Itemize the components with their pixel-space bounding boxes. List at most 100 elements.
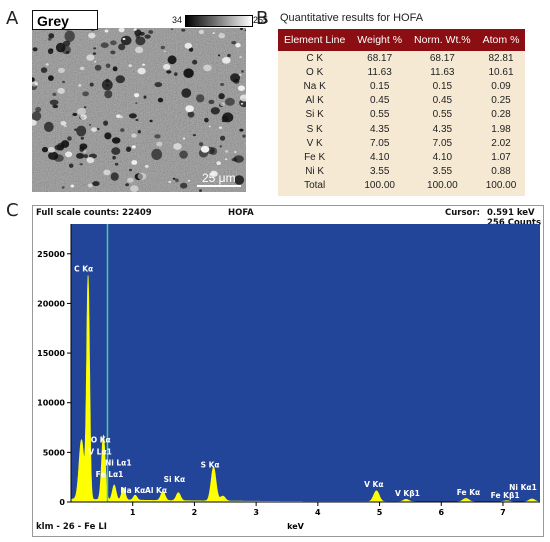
table-row: Al K 0.45 0.45 0.25	[278, 94, 525, 108]
greyscale-bar	[185, 15, 253, 27]
table-cell: 82.81	[488, 52, 514, 64]
x-tick-label: 7	[500, 508, 506, 517]
table-cell: 0.25	[491, 95, 511, 107]
table-cell: Na K	[303, 80, 326, 92]
table-cell: 100.00	[427, 180, 458, 192]
table-cell: Al K	[305, 95, 324, 107]
table-row: O K 11.63 11.63 10.61	[278, 65, 525, 79]
greyscale-max: 255	[253, 15, 269, 25]
table-row: Na K 0.15 0.15 0.09	[278, 79, 525, 93]
table-cell: 0.15	[369, 80, 390, 92]
x-axis-title: keV	[287, 522, 305, 531]
full-scale-counts: Full scale counts: 22409	[36, 208, 152, 218]
panel-letter-a: A	[6, 8, 19, 29]
table-cell: 4.35	[432, 123, 453, 135]
spectrum-chart: 0 5000 10000 15000 20000 25000 1 2 3 4 5 6 7 keV C Kα O…	[37, 224, 541, 531]
table-row: C K 68.17 68.17 82.81	[278, 51, 525, 65]
peak-label: C Kα	[74, 265, 93, 274]
table-row: Ni K 3.55 3.55 0.88	[278, 165, 525, 179]
table-cell: 0.15	[432, 80, 453, 92]
x-tick-label: 5	[377, 508, 383, 517]
table-cell: S K	[306, 123, 323, 135]
table-cell: 0.45	[369, 95, 390, 107]
table-cell: 4.10	[432, 151, 453, 163]
x-tick-label: 3	[253, 508, 259, 517]
y-tick-label: 25000	[37, 250, 65, 259]
table-cell: 10.61	[488, 66, 514, 78]
peak-label: V Kα	[364, 480, 383, 489]
col-header: Norm. Wt.%	[408, 29, 477, 51]
plot-area	[71, 224, 540, 502]
table-cell: 7.05	[432, 137, 453, 149]
col-header: Atom %	[476, 29, 526, 51]
peak-label: V Lα1	[88, 447, 112, 456]
col-header: Weight %	[351, 29, 409, 51]
x-tick-label: 4	[315, 508, 321, 517]
peak-label: Fe Kα	[457, 488, 480, 497]
cursor-value: 0.591 keV	[487, 208, 535, 218]
table-row: V K 7.05 7.05 2.02	[278, 136, 525, 150]
table-cell: Si K	[305, 109, 324, 121]
x-tick-label: 2	[192, 508, 198, 517]
panel-letter-b: B	[256, 8, 269, 29]
sem-panel: Grey 34 255 25 μm	[32, 10, 268, 192]
table-cell: Fe K	[304, 151, 326, 163]
x-tick-label: 1	[130, 508, 136, 517]
table-cell: 68.17	[429, 52, 455, 64]
table-cell: 4.10	[369, 151, 390, 163]
table-cell: 68.17	[367, 52, 393, 64]
sample-name: HOFA	[228, 208, 254, 218]
y-tick-label: 0	[59, 498, 65, 507]
cursor-label: Cursor:	[445, 208, 480, 218]
peak-label: S Kα	[201, 460, 220, 469]
table-cell: 100.00	[485, 180, 517, 192]
footer-label: klm - 26 - Fe LI	[36, 522, 107, 532]
table-cell: 100.00	[364, 180, 395, 192]
table-cell: 11.63	[430, 66, 455, 78]
peak-label: Al Kα	[145, 486, 167, 495]
table-cell: 0.55	[369, 109, 390, 121]
table-cell: Ni K	[305, 166, 325, 178]
peak-label: Na Kα	[120, 486, 145, 495]
cursor-counts: 256 Counts	[487, 218, 542, 228]
greyscale-min: 34	[172, 15, 183, 25]
sem-micrograph	[32, 28, 246, 192]
col-header: Element Line	[278, 29, 352, 51]
table-cell: O K	[306, 66, 324, 78]
table-cell: 3.55	[369, 166, 390, 178]
y-tick-label: 20000	[37, 299, 65, 308]
table-cell: 0.88	[491, 166, 511, 178]
table-row: S K 4.35 4.35 1.98	[278, 122, 525, 136]
peak-label: O Kα	[91, 435, 111, 444]
table-cell: V K	[306, 137, 323, 149]
peak-label: Si Kα	[164, 475, 186, 484]
table-cell: 7.05	[369, 137, 390, 149]
grey-label: Grey	[32, 10, 98, 30]
peak-label: Ni Kα1	[509, 483, 537, 492]
peak-label: Fe Kβ1	[491, 491, 520, 500]
table-cell: 2.02	[491, 137, 511, 149]
table-cell: 1.07	[491, 151, 511, 163]
table-row: Si K 0.55 0.55 0.28	[278, 108, 525, 122]
table-cell: 4.35	[369, 123, 390, 135]
y-tick-label: 5000	[43, 448, 66, 457]
results-title: Quantitative results for HOFA	[280, 12, 424, 24]
y-tick-label: 10000	[37, 399, 65, 408]
table-cell: C K	[306, 52, 323, 64]
table-cell: 0.55	[432, 109, 453, 121]
table-cell: 3.55	[432, 166, 453, 178]
x-tick-label: 6	[438, 508, 444, 517]
eds-spectrum-panel: Full scale counts: 22409 HOFA Cursor: 0.…	[32, 205, 544, 537]
peak-label: Ni Lα1	[105, 458, 132, 467]
peak-label: V Kβ1	[395, 489, 420, 498]
table-cell: 0.45	[432, 95, 453, 107]
peak-label: Fe Lα1	[96, 470, 124, 479]
table-cell: 1.98	[491, 123, 511, 135]
panel-letter-c: C	[6, 200, 19, 221]
results-panel: Quantitative results for HOFA Element Li…	[278, 12, 526, 197]
scale-bar-label: 25 μm	[202, 171, 236, 185]
y-tick-label: 15000	[37, 349, 65, 358]
table-cell: Total	[304, 180, 326, 192]
table-cell: 0.09	[491, 80, 511, 92]
results-table: Element Line Weight % Norm. Wt.% Atom % …	[278, 29, 526, 197]
